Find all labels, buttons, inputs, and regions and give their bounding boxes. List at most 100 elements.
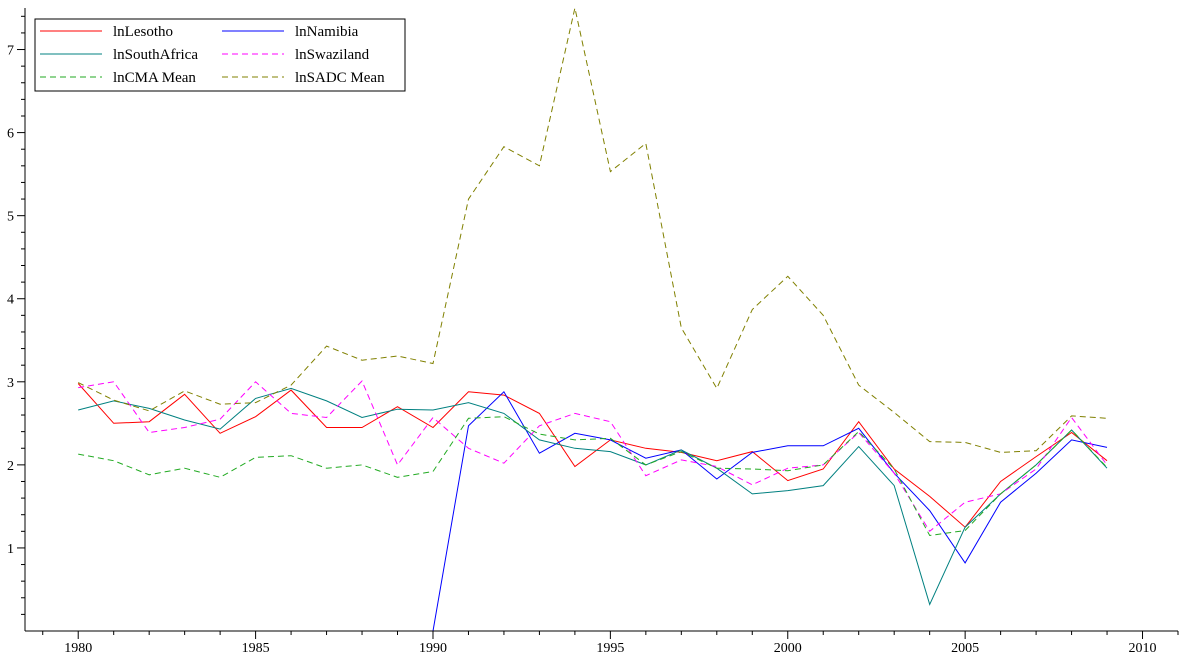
data-point <box>929 495 931 497</box>
data-point <box>645 475 647 477</box>
data-point <box>77 409 79 411</box>
data-point <box>787 445 789 447</box>
data-point <box>113 381 115 383</box>
data-point <box>964 562 966 564</box>
y-tick-label: 5 <box>7 210 14 225</box>
data-point <box>290 387 292 389</box>
data-point <box>574 7 576 9</box>
data-point <box>290 455 292 457</box>
series-lnsadc-mean <box>77 7 1108 453</box>
y-tick-label: 2 <box>7 459 14 474</box>
data-point <box>964 441 966 443</box>
data-point <box>645 464 647 466</box>
data-point <box>574 439 576 441</box>
data-point <box>574 447 576 449</box>
data-point <box>113 422 115 424</box>
data-point <box>1106 464 1108 466</box>
data-point <box>964 529 966 531</box>
data-point <box>254 397 256 399</box>
data-point <box>1070 431 1072 433</box>
series-lnlesotho <box>77 383 1108 528</box>
data-point <box>858 430 860 432</box>
data-point <box>396 476 398 478</box>
data-point <box>1035 472 1037 474</box>
data-point <box>751 468 753 470</box>
data-point <box>361 359 363 361</box>
data-point <box>858 384 860 386</box>
data-point <box>609 437 611 439</box>
data-point <box>645 447 647 449</box>
data-point <box>396 406 398 408</box>
data-point <box>148 407 150 409</box>
x-tick-label: 2000 <box>774 641 802 656</box>
data-point <box>183 426 185 428</box>
legend-label: lnCMA Mean <box>113 70 196 86</box>
data-point <box>1106 460 1108 462</box>
x-axis-ticks: 1980 1985 1990 1995 2000 2005 2010 <box>42 631 1179 656</box>
data-point <box>113 460 115 462</box>
data-point <box>467 425 469 427</box>
data-point <box>574 412 576 414</box>
data-point <box>858 445 860 447</box>
data-point <box>219 432 221 434</box>
legend-label: lnSouthAfrica <box>113 47 198 63</box>
data-point <box>183 419 185 421</box>
x-tick-label: 1990 <box>419 641 447 656</box>
y-tick-label: 1 <box>7 542 14 557</box>
data-point <box>1106 417 1108 419</box>
y-axis-ticks: 1 2 3 4 5 6 7 <box>7 15 25 615</box>
data-point <box>148 410 150 412</box>
data-point <box>219 403 221 405</box>
data-point <box>503 146 505 148</box>
data-point <box>999 493 1001 495</box>
x-tick-label: 1980 <box>64 641 92 656</box>
data-point <box>609 170 611 172</box>
data-point <box>538 439 540 441</box>
data-point <box>822 314 824 316</box>
y-tick-label: 3 <box>7 376 14 391</box>
data-point <box>787 479 789 481</box>
data-point <box>1035 455 1037 457</box>
data-point <box>77 453 79 455</box>
x-tick-label: 1995 <box>596 641 624 656</box>
line-lnlesotho <box>77 383 1108 528</box>
data-point <box>77 386 79 388</box>
data-point <box>432 426 434 428</box>
data-point <box>148 474 150 476</box>
data-point <box>964 526 966 528</box>
data-point <box>751 493 753 495</box>
data-point <box>467 401 469 403</box>
y-tick-label: 4 <box>7 293 14 308</box>
data-point <box>1070 429 1072 431</box>
data-point <box>183 393 185 395</box>
legend-label: lnLesotho <box>113 24 173 40</box>
data-point <box>787 489 789 491</box>
x-tick-label: 2005 <box>951 641 979 656</box>
data-point <box>325 416 327 418</box>
data-point <box>254 401 256 403</box>
data-point <box>467 417 469 419</box>
data-point <box>858 427 860 429</box>
data-point <box>929 440 931 442</box>
data-point <box>716 460 718 462</box>
data-point <box>432 409 434 411</box>
data-point <box>325 467 327 469</box>
data-point <box>929 509 931 511</box>
data-point <box>1106 466 1108 468</box>
line-lncma-mean <box>78 416 1108 537</box>
line-lnswaziland <box>78 380 1108 533</box>
data-point <box>396 355 398 357</box>
data-point <box>325 345 327 347</box>
data-point <box>822 468 824 470</box>
data-point <box>396 464 398 466</box>
data-point <box>290 412 292 414</box>
data-point <box>148 421 150 423</box>
data-point <box>538 425 540 427</box>
x-tick-label: 2010 <box>1129 641 1157 656</box>
data-point <box>503 394 505 396</box>
data-point <box>716 467 718 469</box>
data-point <box>999 501 1001 503</box>
data-point <box>219 428 221 430</box>
data-point <box>538 412 540 414</box>
